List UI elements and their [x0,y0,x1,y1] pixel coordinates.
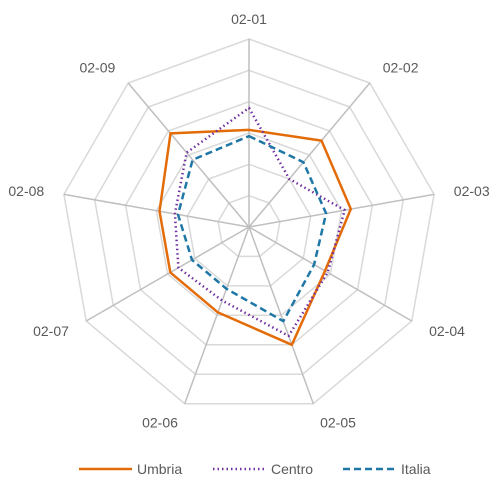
grid-ring-2 [186,163,312,287]
axis-label-02-02: 02-02 [383,60,419,76]
spoke-02-06 [183,226,250,404]
legend-label-umbria: Umbria [137,461,182,477]
axis-label-02-08: 02-08 [8,183,44,199]
series-centro-line [173,106,346,338]
radar-series-group [158,106,353,347]
legend: Umbria Centro Italia [79,461,431,477]
axis-label-02-04: 02-04 [429,323,465,339]
spoke-02-07 [85,226,250,322]
axis-label-02-01: 02-01 [231,11,267,27]
radar-spokes [63,39,435,404]
axis-label-02-09: 02-09 [79,60,115,76]
grid-ring-1 [217,194,281,258]
axis-label-02-07: 02-07 [33,323,69,339]
spoke-02-03 [248,193,435,228]
axis-label-02-03: 02-03 [454,183,490,199]
grid-ring-5 [93,69,405,375]
grid-ring-6 [63,38,435,405]
axis-label-02-06: 02-06 [142,415,178,431]
axis-label-02-05: 02-05 [320,415,356,431]
spoke-02-05 [248,226,315,404]
series-italia-line [176,134,328,323]
spoke-02-02 [248,82,371,228]
grid-ring-4 [124,100,374,346]
legend-label-italia: Italia [401,461,431,477]
spoke-02-09 [127,82,250,228]
legend-label-centro: Centro [271,461,313,477]
spoke-02-04 [248,226,413,322]
series-umbria-line [158,128,353,347]
axis-labels: 02-01 02-02 02-03 02-04 02-05 02-06 02-07 02-08… [8,11,489,431]
spoke-02-08 [63,193,250,228]
